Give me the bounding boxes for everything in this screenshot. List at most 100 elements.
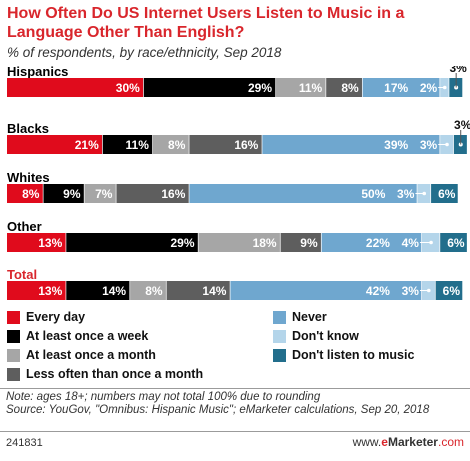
- note-text: Note: ages 18+; numbers may not total 10…: [6, 391, 321, 403]
- legend-item-at-least-once-a-month: At least once a month: [7, 346, 203, 365]
- bar-blacks-less-often-than-once-a-month: [189, 135, 262, 154]
- legend-label: At least once a week: [26, 329, 149, 343]
- value-label: 11%: [126, 138, 150, 152]
- value-label: 9%: [300, 236, 318, 250]
- bar-hispanics-less-often-than-once-a-month: [326, 78, 362, 97]
- legend-item-never: Never: [273, 308, 414, 327]
- chart-id: 241831: [6, 437, 43, 449]
- brand-suffix: .com: [437, 435, 464, 449]
- value-label: 18%: [253, 236, 277, 250]
- legend-label: Never: [292, 310, 327, 324]
- value-label: 42%: [366, 284, 390, 298]
- chart-title: How Often Do US Internet Users Listen to…: [7, 5, 405, 41]
- bar-total-at-least-once-a-month: [130, 281, 166, 300]
- bar-total-every-day: [7, 281, 66, 300]
- value-label: 2%: [420, 81, 438, 95]
- legend-swatch: [273, 330, 286, 343]
- value-label: 16%: [234, 138, 258, 152]
- bar-whites-less-often-than-once-a-month: [116, 184, 189, 203]
- bar-blacks-at-least-once-a-week: [102, 135, 153, 154]
- value-label: 3%: [402, 284, 420, 298]
- legend-swatch: [7, 349, 20, 362]
- bar-blacks-never: [262, 135, 440, 154]
- bar-total-at-least-once-a-week: [66, 281, 130, 300]
- bar-hispanics-at-least-once-a-week: [143, 78, 276, 97]
- bar-whites-every-day: [7, 184, 43, 203]
- category-label-whites: Whites: [7, 170, 50, 185]
- legend-right: Never Don't know Don't listen to music: [273, 308, 414, 365]
- bar-hispanics-at-least-once-a-month: [276, 78, 326, 97]
- bar-total-less-often-than-once-a-month: [166, 281, 230, 300]
- legend-item-every-day: Every day: [7, 308, 203, 327]
- legend-label: Don't know: [292, 329, 359, 343]
- legend-item-don-t-listen-to-music: Don't listen to music: [273, 346, 414, 365]
- legend-label: Don't listen to music: [292, 348, 415, 362]
- bar-whites-don-t-listen-to-music: [431, 184, 458, 203]
- value-label: 16%: [161, 187, 185, 201]
- value-label: 50%: [361, 187, 385, 201]
- value-label: 8%: [341, 81, 359, 95]
- value-label: 39%: [384, 138, 408, 152]
- category-label-hispanics: Hispanics: [7, 66, 68, 79]
- value-label: 9%: [63, 187, 81, 201]
- legend-left: Every day At least once a week At least on…: [7, 308, 203, 384]
- value-label: 8%: [22, 187, 40, 201]
- bar-total-don-t-listen-to-music: [435, 281, 463, 300]
- legend-item-at-least-once-a-week: At least once a week: [7, 327, 203, 346]
- bar-hispanics-never: [362, 78, 440, 97]
- legend-label: Every day: [26, 310, 86, 324]
- legend-swatch: [7, 368, 20, 381]
- footer-divider-bottom: [0, 431, 470, 432]
- value-label: 14%: [202, 284, 226, 298]
- value-marker: [429, 240, 433, 245]
- value-label: 3%: [397, 187, 415, 201]
- bar-hispanics-every-day: [7, 78, 144, 97]
- bar-other-every-day: [7, 233, 66, 252]
- value-label: 3%: [454, 118, 470, 132]
- value-label: 14%: [102, 284, 126, 298]
- footer-divider-top: [0, 388, 470, 389]
- value-marker: [445, 142, 449, 147]
- value-label: 30%: [116, 81, 140, 95]
- legend-swatch: [273, 311, 286, 324]
- value-label: 3%: [449, 66, 467, 75]
- brand-e: e: [381, 435, 388, 449]
- bar-other-at-least-once-a-week: [66, 233, 198, 252]
- category-label-other: Other: [7, 219, 42, 234]
- legend-item-less-often-than-once-a-month: Less often than once a month: [7, 365, 203, 384]
- value-label: 7%: [95, 187, 113, 201]
- legend-swatch: [7, 311, 20, 324]
- value-label: 13%: [38, 236, 62, 250]
- stacked-bar-chart: Hispanics 30% 29% 11% 8% 17% 2% 3% Blacks 21% 11% 8…: [7, 66, 470, 300]
- category-label-blacks: Blacks: [7, 121, 49, 136]
- legend-label: Less often than once a month: [26, 367, 204, 381]
- value-label: 8%: [168, 138, 186, 152]
- bar-whites-at-least-once-a-week: [43, 184, 84, 203]
- value-label: 17%: [384, 81, 408, 95]
- chart-subtitle: % of respondents, by race/ethnicity, Sep…: [7, 45, 282, 60]
- legend-swatch: [7, 330, 20, 343]
- bar-whites-never: [189, 184, 417, 203]
- brand-prefix: www.: [352, 435, 382, 449]
- value-label: 13%: [38, 284, 62, 298]
- bar-other-don-t-listen-to-music: [440, 233, 467, 252]
- value-label: 22%: [366, 236, 390, 250]
- footnote: Note: ages 18+; numbers may not total 10…: [6, 391, 461, 417]
- source-text: Source: YouGov, "Omnibus: Hispanic Music…: [6, 404, 430, 416]
- value-label: 8%: [145, 284, 163, 298]
- value-label: 11%: [299, 81, 323, 95]
- value-label: 3%: [420, 138, 438, 152]
- brand-name: Marketer: [387, 435, 438, 449]
- value-label: 29%: [248, 81, 272, 95]
- bar-whites-at-least-once-a-month: [84, 184, 116, 203]
- value-label: 21%: [75, 138, 99, 152]
- bar-blacks-at-least-once-a-month: [152, 135, 189, 154]
- bar-blacks-every-day: [7, 135, 103, 154]
- value-label: 4%: [402, 236, 420, 250]
- brand-logo[interactable]: www.eMarketer.com: [353, 435, 464, 449]
- value-label: 6%: [443, 284, 461, 298]
- category-label-total: Total: [7, 267, 37, 282]
- bar-other-at-least-once-a-month: [198, 233, 280, 252]
- legend-label: At least once a month: [26, 348, 156, 362]
- bar-other-less-often-than-once-a-month: [280, 233, 321, 252]
